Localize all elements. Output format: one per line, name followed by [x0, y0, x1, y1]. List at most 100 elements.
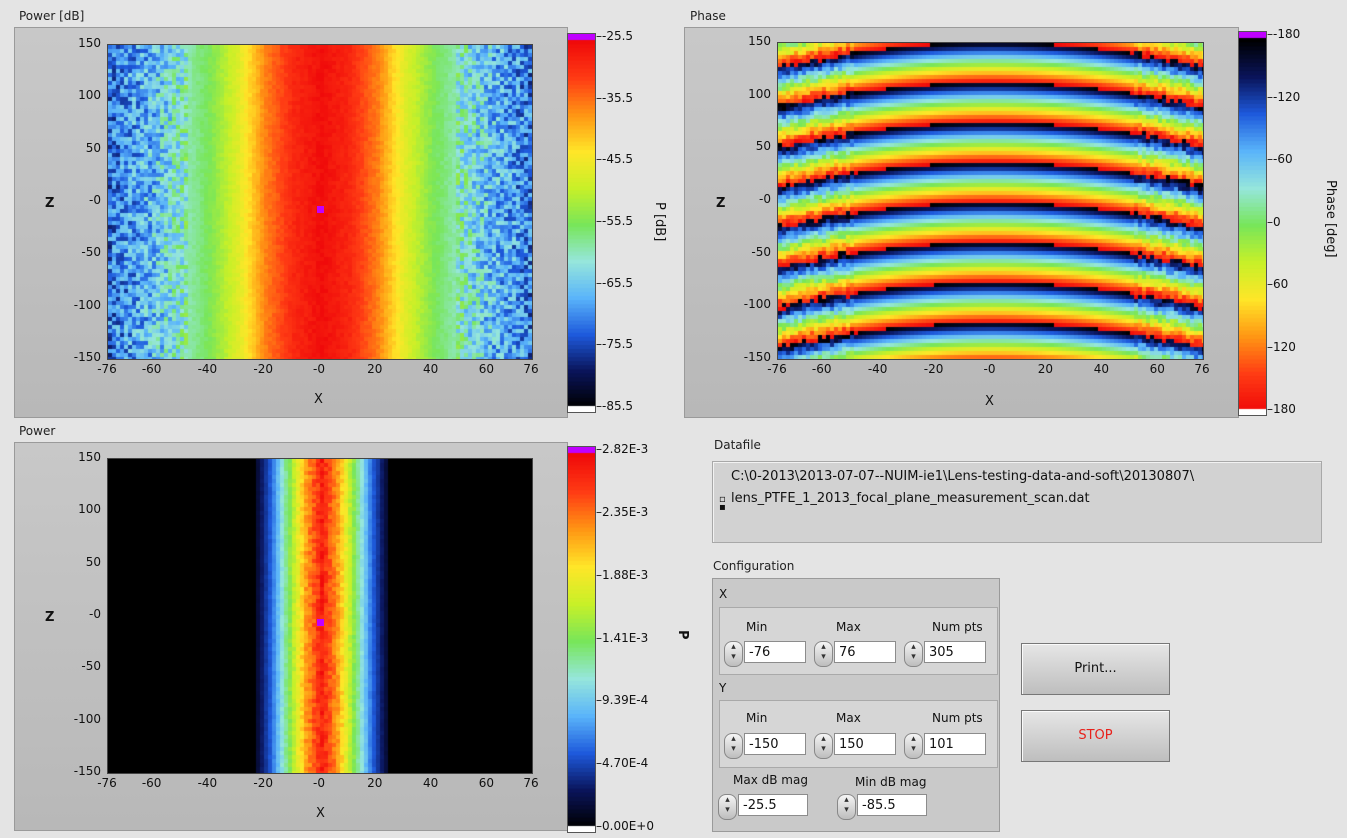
up-down-arrows-icon[interactable]: ▴ ▾ [724, 641, 743, 667]
x-tick-label: -60 [141, 362, 162, 376]
x-tick-label: -20 [253, 776, 273, 790]
y-num-label: Num pts [932, 711, 983, 725]
power-graph-title: Power [19, 424, 56, 438]
power-db-graph-title: Power [dB] [19, 9, 85, 23]
x-tick-label: 20 [1037, 362, 1054, 376]
max-db-mag-field[interactable]: -25.5 [738, 794, 808, 816]
x-tick-label: -76 [97, 362, 117, 376]
configuration-label: Configuration [713, 559, 795, 573]
phase-heatmap [778, 43, 1203, 359]
scale-tick-label: –180 [1267, 402, 1296, 416]
y-tick-label: -50 [751, 244, 771, 259]
power-db-x-axis-title: X [314, 392, 323, 407]
power-heatmap [108, 459, 532, 773]
x-tick-label: -40 [197, 362, 218, 376]
x-tick-label: 40 [1093, 362, 1109, 376]
y-tick-label: 150 [78, 36, 101, 50]
x-num-field[interactable]: 305 [924, 641, 986, 663]
x-num-label: Num pts [932, 620, 983, 634]
config-x-group: Min Max Num pts ▴ ▾ -76 ▴ ▾ 76 ▴ ▾ 305 [719, 607, 998, 675]
x-tick-label: 60 [478, 776, 494, 790]
power-scale-title: P [675, 630, 690, 640]
datafile-path-control[interactable]: C:\0-2013\2013-07-07--NUIM-ie1\Lens-test… [712, 461, 1322, 543]
cursor-marker[interactable] [317, 619, 324, 626]
x-tick-label: 60 [478, 362, 494, 376]
power-x-axis-title: X [316, 806, 325, 821]
x-tick-label: 20 [367, 776, 383, 790]
scale-tick-label: –-85.5 [596, 399, 634, 413]
power-db-scale-title: P [dB] [652, 202, 667, 242]
y-tick-label: 50 [755, 139, 771, 154]
power-db-plot-area[interactable] [107, 44, 533, 360]
y-tick-label: -0 [89, 607, 101, 621]
power-plot-area[interactable] [107, 458, 533, 774]
x-tick-label: 76 [523, 776, 539, 790]
scale-tick-label: –-120 [1267, 89, 1301, 104]
y-tick-label: 100 [748, 86, 771, 101]
x-min-field[interactable]: -76 [744, 641, 806, 663]
phase-scale-gradient [1239, 32, 1266, 415]
power-db-scale-gradient [568, 34, 595, 412]
max-db-mag-label: Max dB mag [733, 773, 808, 787]
up-down-arrows-icon[interactable]: ▴ ▾ [718, 794, 737, 820]
scale-tick-label: –-55.5 [596, 214, 634, 228]
scale-tick-label: –9.39E-4 [596, 693, 649, 708]
cursor-marker[interactable] [317, 206, 324, 213]
y-min-field[interactable]: -150 [744, 733, 806, 755]
up-down-arrows-icon[interactable]: ▴ ▾ [904, 641, 923, 667]
y-tick-label: -50 [81, 245, 101, 260]
y-max-field[interactable]: 150 [834, 733, 896, 755]
min-db-mag-field[interactable]: -85.5 [857, 794, 927, 816]
up-down-arrows-icon[interactable]: ▴ ▾ [837, 794, 856, 820]
datafile-path-line2: lens_PTFE_1_2013_focal_plane_measurement… [731, 491, 1090, 506]
path-browse-icon[interactable]: ▫ ▪ [719, 494, 726, 513]
y-tick-label: 100 [78, 88, 101, 103]
up-down-arrows-icon[interactable]: ▴ ▾ [724, 733, 743, 759]
power-db-y-axis-title: Z [45, 196, 55, 211]
x-tick-label: 40 [422, 776, 439, 790]
power-color-scale[interactable] [567, 446, 596, 833]
x-tick-label: -60 [811, 362, 832, 376]
y-tick-label: -50 [81, 659, 101, 674]
y-num-field[interactable]: 101 [924, 733, 986, 755]
y-tick-label: 100 [78, 502, 101, 517]
up-down-arrows-icon[interactable]: ▴ ▾ [814, 641, 833, 667]
y-tick-label: -100 [743, 297, 771, 312]
x-tick-label: 40 [422, 362, 439, 376]
print-button[interactable]: Print... [1021, 643, 1170, 695]
phase-color-scale[interactable] [1238, 31, 1267, 416]
scale-tick-label: –-25.5 [596, 29, 634, 43]
y-tick-label: -100 [73, 297, 101, 312]
x-max-field[interactable]: 76 [834, 641, 896, 663]
scale-tick-label: –0 [1267, 214, 1281, 229]
datafile-label: Datafile [714, 438, 761, 452]
y-tick-label: 150 [748, 34, 771, 48]
scale-tick-label: –120 [1267, 339, 1296, 354]
y-tick-label: -150 [73, 764, 101, 778]
phase-plot-area[interactable] [777, 42, 1204, 360]
y-tick-label: 50 [85, 140, 101, 155]
x-tick-label: -60 [141, 776, 162, 790]
scale-tick-label: –-35.5 [596, 90, 634, 105]
power-db-color-scale[interactable] [567, 33, 596, 413]
x-tick-label: -40 [197, 776, 218, 790]
scale-tick-label: –4.70E-4 [596, 756, 649, 771]
scale-tick-label: –2.35E-3 [596, 504, 649, 519]
y-tick-label: -0 [89, 193, 101, 207]
phase-x-axis-title: X [985, 394, 994, 409]
min-db-mag-label: Min dB mag [855, 775, 927, 789]
scale-tick-label: –-75.5 [596, 337, 634, 352]
x-min-label: Min [746, 620, 768, 634]
up-down-arrows-icon[interactable]: ▴ ▾ [814, 733, 833, 759]
up-down-arrows-icon[interactable]: ▴ ▾ [904, 733, 923, 759]
x-tick-label: 20 [367, 362, 383, 376]
stop-button[interactable]: STOP [1021, 710, 1170, 762]
scale-tick-label: –1.41E-3 [596, 630, 649, 645]
x-tick-label: -20 [253, 362, 273, 376]
scale-tick-label: –1.88E-3 [596, 567, 649, 582]
scale-tick-label: –2.82E-3 [596, 442, 649, 456]
phase-y-axis-title: Z [716, 196, 726, 211]
scale-tick-label: –-180 [1267, 27, 1301, 41]
scale-tick-label: –-65.5 [596, 275, 634, 290]
y-tick-label: -0 [759, 192, 771, 206]
